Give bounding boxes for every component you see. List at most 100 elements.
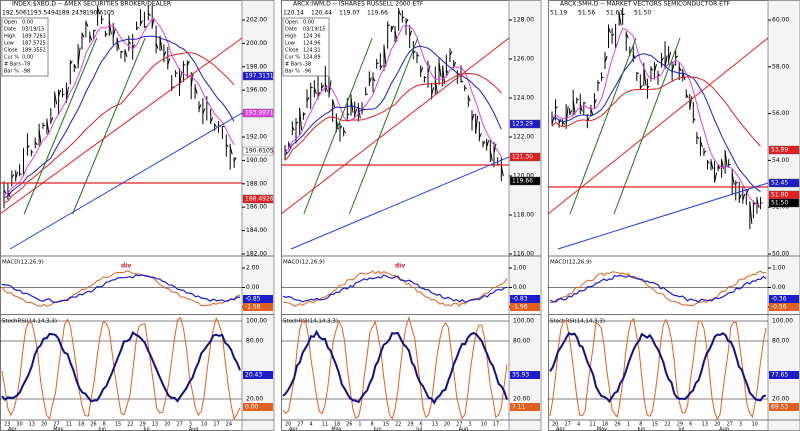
- trend-line: [557, 182, 769, 250]
- quote-value: 51.61: [606, 10, 623, 17]
- price-tick: [692, 118, 696, 121]
- info-label: Close: [4, 48, 18, 54]
- price-tick: [317, 91, 321, 95]
- price-tick: [105, 33, 108, 36]
- price-flag: [242, 194, 274, 204]
- info-label: Close: [285, 48, 299, 54]
- price-tick: [696, 136, 700, 139]
- indicator-title: MACD(12,26,9): [550, 260, 592, 266]
- price-tick: [668, 51, 672, 61]
- date-label: 26: [346, 422, 352, 428]
- price-tick: [116, 38, 120, 50]
- quote-value: 51.56: [578, 10, 595, 17]
- price-tick: [650, 67, 654, 71]
- price-flag: [509, 152, 541, 162]
- info-label: Bar %: [4, 69, 19, 75]
- date-label: 17: [213, 422, 219, 428]
- price-tick: [73, 64, 77, 69]
- month-label: Aug: [189, 427, 199, 431]
- price-flag-label: 51.90: [771, 192, 788, 199]
- info-label: Date: [285, 27, 297, 33]
- price-tick: [738, 194, 742, 200]
- price-tick: [343, 129, 347, 134]
- trend-line: [290, 156, 510, 250]
- date-label: 20: [552, 422, 558, 428]
- macd-axis-label: 1.00: [513, 265, 527, 272]
- trend-line: [569, 37, 637, 215]
- price-tick: [132, 44, 136, 48]
- price-axis-label: 184.00: [246, 227, 267, 234]
- date-label: 10: [752, 422, 758, 428]
- indicator-flag-label: -0.85: [245, 296, 261, 303]
- info-value: 03/19/15: [303, 27, 325, 33]
- date-label: 17: [493, 422, 499, 428]
- price-flag-label: 52.45: [771, 180, 788, 187]
- date-label: 6: [689, 422, 692, 428]
- price-tick: [601, 76, 604, 79]
- info-value: 0.00: [22, 55, 33, 61]
- chart-panel: ARCX:IWM,D -- ISHARES RUSSELL 2000 ETF12…: [280, 0, 542, 431]
- price-tick: [675, 55, 679, 59]
- month-label: Jul: [143, 427, 150, 431]
- date-label: 20: [41, 422, 47, 428]
- info-label: High: [4, 34, 16, 40]
- indicator-flag: [510, 295, 540, 303]
- price-tick: [194, 86, 198, 95]
- info-value: 124.36: [303, 34, 321, 40]
- month-label: Jun: [637, 427, 646, 431]
- price-tick: [632, 54, 636, 59]
- moving-average: [551, 76, 761, 147]
- indicator-title: StochRSI(14,14,3,3): [550, 319, 605, 325]
- price-flag: [509, 119, 541, 129]
- stoch-axis-label: 100.00: [513, 318, 534, 325]
- stoch-axis-label: 100.00: [246, 318, 267, 325]
- price-tick: [54, 93, 58, 105]
- stoch-axis-label: 80.00: [772, 338, 789, 345]
- indicator-flag: [243, 403, 273, 411]
- macd-line: [549, 270, 767, 307]
- price-tick: [19, 173, 22, 176]
- indicator-flag: [769, 303, 799, 311]
- info-label: # Bars: [285, 62, 302, 68]
- price-tick: [101, 18, 104, 21]
- price-tick: [69, 60, 73, 65]
- date-label: 18: [334, 422, 340, 428]
- price-tick: [108, 21, 112, 35]
- month-label: Apr: [8, 427, 18, 431]
- quote-value: 120.44: [311, 10, 332, 17]
- date-label: 27: [564, 422, 570, 428]
- indicator-flag-label: 69.53: [771, 404, 788, 411]
- price-tick: [167, 58, 171, 65]
- price-tick: [703, 150, 707, 154]
- price-tick: [295, 121, 299, 125]
- date-label: 1: [358, 422, 361, 428]
- price-tick: [714, 172, 718, 183]
- price-tick: [65, 87, 69, 101]
- date-label: 3: [468, 422, 471, 428]
- price-flag: [242, 71, 274, 81]
- info-box: [1, 17, 49, 77]
- price-tick: [183, 63, 186, 66]
- price-tick: [717, 165, 721, 169]
- price-tick: [420, 66, 424, 73]
- date-label: 18: [602, 422, 608, 428]
- price-tick: [233, 157, 237, 162]
- stoch-slow: [282, 329, 508, 405]
- info-value: -96: [303, 69, 311, 75]
- price-flag-label: 188.4926: [245, 196, 274, 203]
- price-tick: [753, 202, 756, 205]
- chart-title: ARCX:SMH,D -- MARKET VECTORS SEMICONDUCT…: [560, 1, 731, 8]
- month-label: Jul: [415, 427, 422, 431]
- stoch-axis-label: 100.00: [772, 318, 793, 325]
- price-tick: [190, 72, 194, 87]
- moving-average: [3, 35, 235, 199]
- indicator-flag-label: 20.43: [245, 372, 262, 379]
- indicator-title: MACD(12,26,9): [2, 260, 44, 266]
- price-tick: [77, 47, 81, 65]
- price-tick: [699, 140, 703, 148]
- price-tick: [85, 21, 89, 27]
- price-tick: [365, 93, 368, 96]
- price-tick: [707, 161, 710, 164]
- price-tick: [576, 98, 579, 101]
- macd-axis-label: 2.00: [246, 265, 260, 272]
